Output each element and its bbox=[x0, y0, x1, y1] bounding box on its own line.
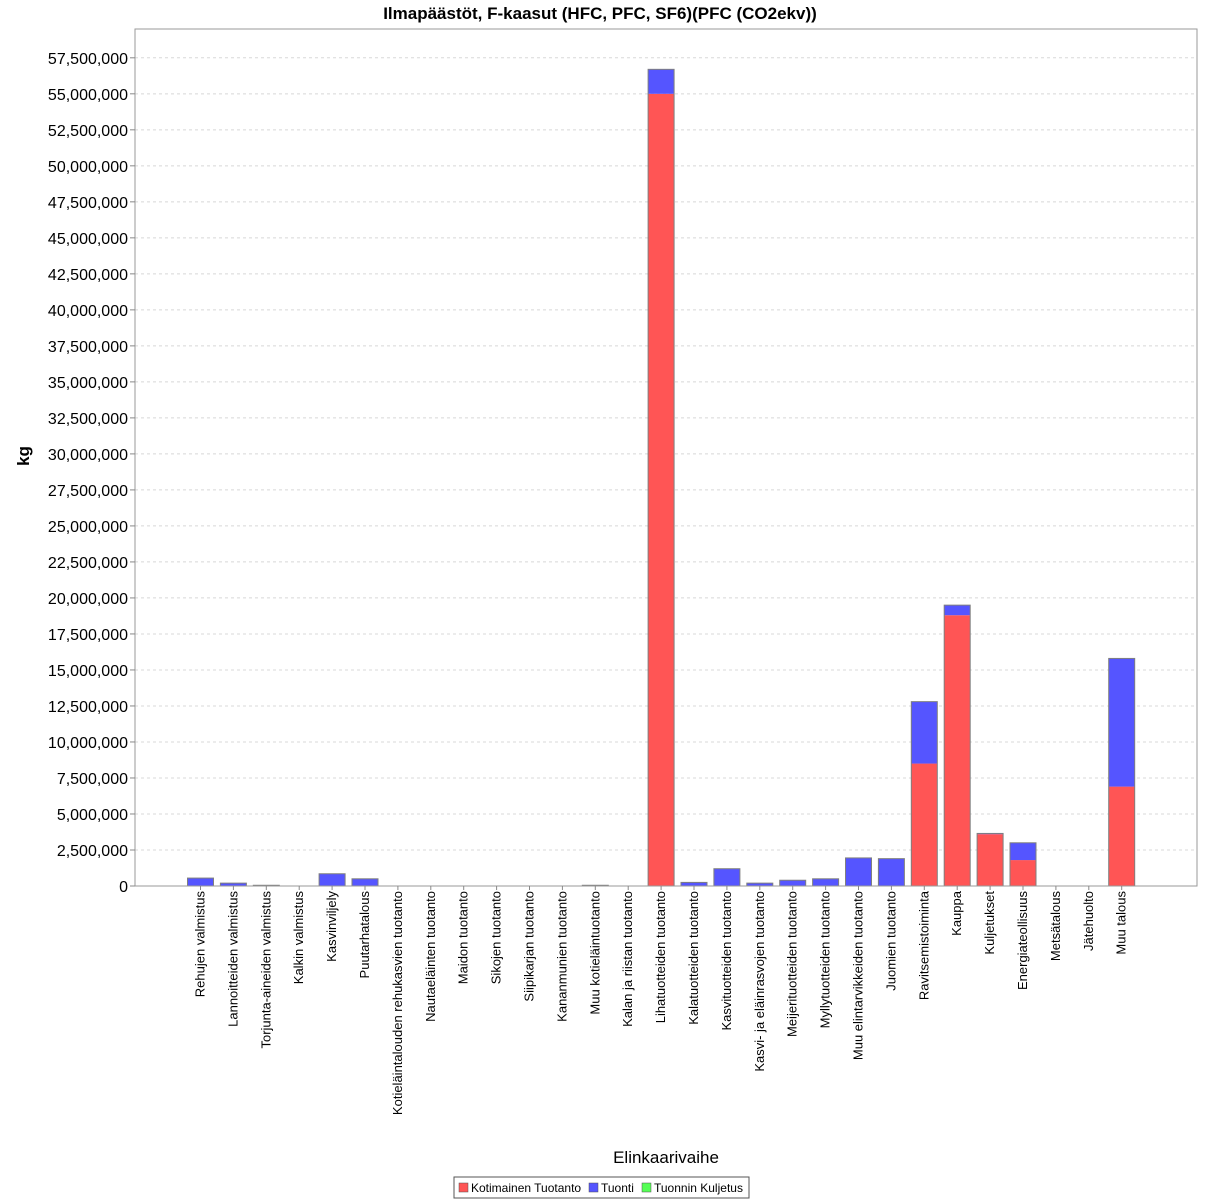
y-tick-label: 52,500,000 bbox=[48, 123, 128, 140]
x-tick-label: Muu talous bbox=[1114, 891, 1129, 955]
y-tick-label: 15,000,000 bbox=[48, 663, 128, 680]
bar-segment bbox=[1108, 658, 1135, 787]
bar-segment bbox=[220, 883, 247, 886]
y-tick-label: 5,000,000 bbox=[57, 807, 128, 824]
x-tick-label: Lihatuotteiden tuotanto bbox=[653, 891, 668, 1023]
bar-segment bbox=[1010, 842, 1036, 861]
legend-label: Tuonnin Kuljetus bbox=[654, 1181, 743, 1195]
bar-segment bbox=[648, 69, 675, 94]
legend-label: Kotimainen Tuotanto bbox=[471, 1181, 581, 1195]
x-tick-label: Kasvituotteiden tuotanto bbox=[719, 891, 734, 1031]
legend-swatch bbox=[588, 1182, 599, 1193]
x-tick-label: Kasvi- ja eläinrasvojen tuotanto bbox=[752, 891, 767, 1072]
bar-segment bbox=[1108, 786, 1135, 886]
x-tick-label: Lannoitteiden valmistus bbox=[225, 891, 240, 1027]
x-tick-label: Kuljetukset bbox=[982, 891, 997, 955]
x-tick-label: Kananmunien tuotanto bbox=[554, 891, 569, 1022]
x-tick-label: Metsätalous bbox=[1048, 891, 1063, 962]
bar-segment bbox=[911, 701, 938, 764]
bar-segment bbox=[779, 880, 806, 886]
x-tick-label: Puutarhatalous bbox=[357, 891, 372, 979]
x-tick-label: Kotieläintalouden rehukasvien tuotanto bbox=[390, 891, 405, 1115]
bar-segment bbox=[845, 857, 872, 886]
bar-segment bbox=[977, 834, 1004, 886]
x-tick-label: Maidon tuotanto bbox=[456, 891, 471, 984]
y-tick-label: 20,000,000 bbox=[48, 591, 128, 608]
legend-swatch bbox=[458, 1182, 469, 1193]
bar-segment bbox=[713, 868, 740, 886]
x-tick-label: Torjunta-aineiden valmistus bbox=[258, 891, 273, 1049]
chart-title: Ilmapäästöt, F-kaasut (HFC, PFC, SF6)(PF… bbox=[383, 4, 817, 23]
y-tick-label: 10,000,000 bbox=[48, 735, 128, 752]
x-tick-label: Kalkin valmistus bbox=[291, 891, 306, 985]
bar-segment bbox=[187, 878, 214, 886]
y-tick-label: 35,000,000 bbox=[48, 375, 128, 392]
x-tick-label: Kasvinviljely bbox=[324, 891, 339, 962]
y-tick-label: 40,000,000 bbox=[48, 303, 128, 320]
y-tick-label: 50,000,000 bbox=[48, 159, 128, 176]
y-tick-label: 12,500,000 bbox=[48, 699, 128, 716]
x-tick-label: Energiateollisuus bbox=[1015, 891, 1030, 991]
x-tick-label: Myllytuotteiden tuotanto bbox=[818, 891, 833, 1028]
y-tick-label: 17,500,000 bbox=[48, 627, 128, 644]
y-tick-label: 7,500,000 bbox=[57, 771, 128, 788]
x-tick-label: Juomien tuotanto bbox=[883, 891, 898, 991]
x-axis-ticks: Rehujen valmistus Lannoitteiden valmistus… bbox=[193, 886, 1129, 1115]
y-tick-label: 2,500,000 bbox=[57, 843, 128, 860]
bar-segment bbox=[1010, 860, 1036, 886]
x-tick-label: Muu kotieläintuotanto bbox=[587, 891, 602, 1015]
bar-segment bbox=[812, 878, 839, 886]
bar-segment bbox=[944, 615, 971, 886]
y-axis-label: kg bbox=[14, 446, 33, 466]
legend-box bbox=[453, 1176, 750, 1199]
x-tick-label: Nautaeläinten tuotanto bbox=[423, 891, 438, 1022]
x-tick-label: Muu elintarvikkeiden tuotanto bbox=[851, 891, 866, 1060]
legend-label: Tuonti bbox=[601, 1181, 634, 1195]
y-tick-label: 22,500,000 bbox=[48, 555, 128, 572]
y-tick-label: 32,500,000 bbox=[48, 411, 128, 428]
y-axis-ticks: 0 2,500,000 5,000,000 7,500,000 10,000,000 12… bbox=[48, 51, 135, 896]
x-tick-label: Siipikarjan tuotanto bbox=[522, 891, 537, 1002]
bar-segment bbox=[911, 763, 938, 886]
y-tick-label: 57,500,000 bbox=[48, 51, 128, 68]
bar-segment bbox=[746, 883, 773, 886]
x-axis-label: Elinkaarivaihe bbox=[613, 1148, 719, 1167]
x-tick-label: Kauppa bbox=[949, 890, 964, 936]
bars bbox=[187, 68, 1136, 887]
x-tick-label: Kalatuotteiden tuotanto bbox=[686, 891, 701, 1025]
y-tick-label: 25,000,000 bbox=[48, 519, 128, 536]
y-tick-label: 42,500,000 bbox=[48, 267, 128, 284]
legend-swatch bbox=[641, 1182, 652, 1193]
x-tick-label: Kalan ja riistan tuotanto bbox=[620, 891, 635, 1027]
bar-segment bbox=[319, 873, 346, 886]
x-tick-label: Ravitsemistoiminta bbox=[916, 890, 931, 1000]
bar-segment bbox=[681, 882, 707, 886]
plot-area-border bbox=[134, 28, 1198, 887]
bar-segment bbox=[944, 605, 971, 616]
x-tick-label: Jätehuolto bbox=[1081, 891, 1096, 951]
y-tick-label: 45,000,000 bbox=[48, 231, 128, 248]
y-tick-label: 55,000,000 bbox=[48, 87, 128, 104]
y-tick-label: 37,500,000 bbox=[48, 339, 128, 356]
y-tick-label: 47,500,000 bbox=[48, 195, 128, 212]
x-tick-label: Rehujen valmistus bbox=[193, 891, 208, 998]
x-tick-label: Meijerituotteiden tuotanto bbox=[785, 891, 800, 1037]
y-tick-label: 27,500,000 bbox=[48, 483, 128, 500]
bar-segment bbox=[352, 878, 378, 886]
y-tick-label: 0 bbox=[119, 879, 128, 896]
y-tick-label: 30,000,000 bbox=[48, 447, 128, 464]
legend: Kotimainen Tuotanto Tuonti Tuonnin Kuljetu… bbox=[453, 1176, 750, 1199]
bar-segment bbox=[648, 93, 675, 886]
x-tick-label: Sikojen tuotanto bbox=[489, 891, 504, 984]
bar-segment bbox=[878, 858, 905, 886]
